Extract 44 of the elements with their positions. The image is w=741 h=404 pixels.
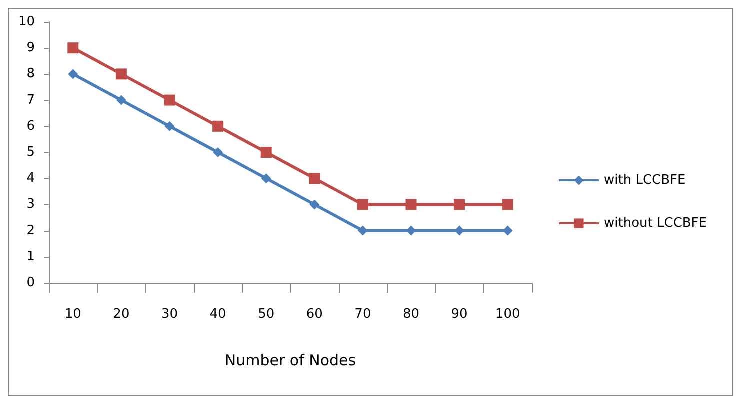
x-tick-label: 50 bbox=[258, 307, 275, 322]
point bbox=[454, 199, 466, 210]
y-tick-label: 8 bbox=[26, 66, 35, 82]
y-tick-label: 5 bbox=[26, 145, 35, 160]
legend-label: with LCCBFE bbox=[604, 173, 686, 188]
x-tick-label: 90 bbox=[451, 307, 468, 322]
point bbox=[309, 173, 320, 184]
y-tick-label: 1 bbox=[26, 249, 35, 264]
y-tick-label: 2 bbox=[26, 223, 35, 238]
point bbox=[164, 94, 176, 106]
point bbox=[164, 121, 175, 132]
x-axis-title: Number of Nodes bbox=[224, 352, 356, 370]
y-tick-label: 3 bbox=[26, 197, 35, 212]
point bbox=[116, 68, 127, 80]
y-tick-label: 6 bbox=[26, 118, 35, 134]
y-tick-label: 7 bbox=[26, 92, 35, 108]
point bbox=[212, 120, 224, 132]
point bbox=[357, 199, 368, 210]
x-tick-label: 10 bbox=[64, 307, 82, 322]
point bbox=[406, 199, 417, 210]
point bbox=[213, 148, 224, 158]
x-tick-label: 70 bbox=[354, 307, 372, 322]
x-tick-label: 40 bbox=[210, 307, 226, 322]
point bbox=[406, 226, 416, 236]
y-tick-label: 0 bbox=[26, 276, 35, 290]
y-tick-label: 10 bbox=[18, 14, 35, 30]
legend-label: without LCCBFE bbox=[604, 216, 708, 231]
point bbox=[260, 147, 272, 158]
point bbox=[310, 200, 320, 210]
x-tick-label: 60 bbox=[306, 307, 323, 322]
point bbox=[358, 226, 368, 236]
point bbox=[68, 69, 78, 80]
y-tick-label: 4 bbox=[26, 171, 35, 186]
point bbox=[502, 199, 514, 210]
point bbox=[116, 95, 126, 106]
x-tick-label: 30 bbox=[161, 307, 178, 322]
x-tick-label: 100 bbox=[495, 307, 520, 322]
x-tick-label: 80 bbox=[402, 307, 420, 322]
point bbox=[502, 226, 513, 236]
point bbox=[68, 42, 79, 54]
point bbox=[261, 174, 272, 184]
x-tick-label: 20 bbox=[113, 307, 130, 322]
y-tick-label: 9 bbox=[26, 40, 35, 56]
point bbox=[454, 226, 465, 236]
